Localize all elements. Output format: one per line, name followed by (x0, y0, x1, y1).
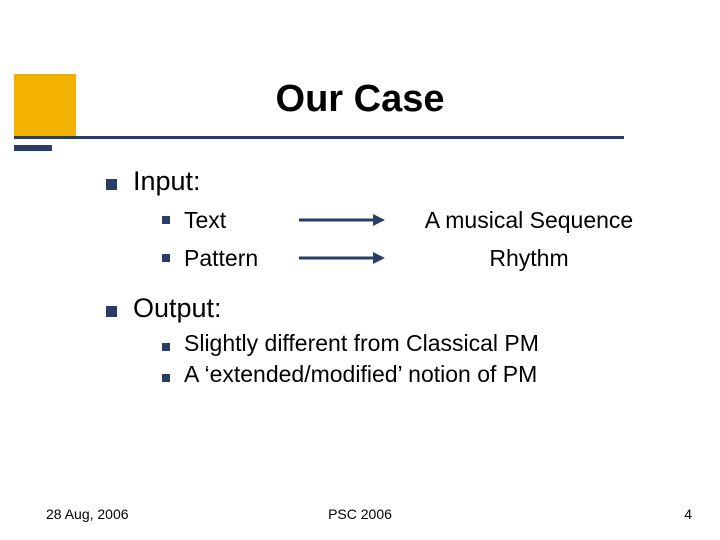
bullet-square-icon (162, 216, 170, 224)
output-heading-row: Output: (106, 293, 666, 324)
arrow-right-icon (292, 250, 392, 266)
bullet-square-icon (162, 343, 170, 351)
accent-line-short (14, 145, 52, 151)
output-heading: Output: (133, 293, 222, 324)
input-row-right: A musical Sequence (392, 207, 666, 234)
input-heading: Input: (133, 166, 201, 197)
input-row: Text A musical Sequence (162, 203, 666, 237)
output-item-text: Slightly different from Classical PM (184, 330, 539, 357)
slide: Our Case Input: Text A musical Sequence … (0, 0, 720, 540)
bullet-square-icon (106, 179, 117, 190)
output-item: Slightly different from Classical PM (162, 330, 666, 357)
bullet-square-icon (162, 254, 170, 262)
arrow-right-icon (292, 212, 392, 228)
output-item: A ‘extended/modified’ notion of PM (162, 361, 666, 388)
input-row-left: Text (184, 207, 292, 234)
input-row: Pattern Rhythm (162, 241, 666, 275)
input-row-left: Pattern (184, 245, 292, 272)
slide-content: Input: Text A musical Sequence Pattern (106, 166, 666, 392)
footer-center: PSC 2006 (0, 506, 720, 522)
spacer (106, 279, 666, 293)
accent-line-long (14, 136, 624, 139)
bullet-square-icon (162, 374, 170, 382)
footer-page-number: 4 (684, 506, 692, 522)
output-item-text: A ‘extended/modified’ notion of PM (184, 361, 537, 388)
input-heading-row: Input: (106, 166, 666, 197)
input-row-right: Rhythm (392, 245, 666, 272)
bullet-square-icon (106, 306, 117, 317)
slide-title: Our Case (0, 78, 720, 121)
